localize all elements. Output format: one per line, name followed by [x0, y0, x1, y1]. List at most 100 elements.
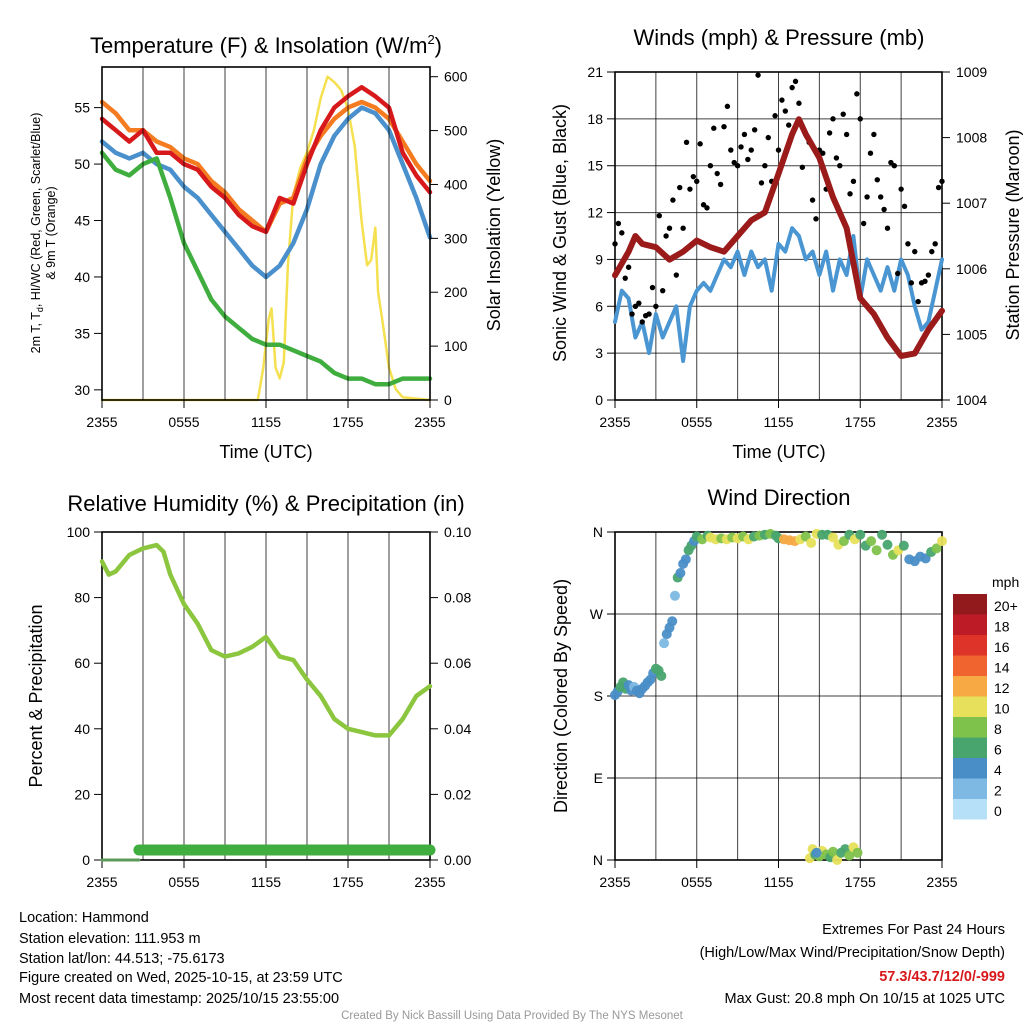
colorbar-swatch — [953, 737, 987, 758]
gust-point — [830, 116, 836, 122]
direction-point — [882, 539, 893, 550]
gust-point — [867, 150, 874, 156]
gust-point — [707, 163, 714, 169]
gust-point — [748, 147, 754, 153]
y-tick-label: 45 — [74, 213, 90, 229]
y-tick-label: 20 — [74, 786, 90, 802]
x-tick-label: 0555 — [168, 414, 199, 430]
gust-point — [700, 202, 707, 208]
y-tick-label: 30 — [74, 382, 90, 398]
gust-point — [734, 163, 741, 169]
gust-point — [813, 216, 819, 222]
colorbar-swatch — [953, 696, 987, 717]
x-tick-label: 2355 — [926, 874, 957, 890]
gust-point — [799, 164, 806, 170]
x-tick-label: 1155 — [763, 414, 793, 430]
colorbar-swatch — [953, 594, 987, 615]
gust-point — [820, 150, 826, 156]
gust-point — [881, 206, 887, 213]
y-tick-label: W — [590, 606, 604, 622]
colorbar-label: 0 — [994, 803, 1002, 819]
colorbar-label: 16 — [994, 639, 1010, 655]
gust-point — [888, 159, 894, 166]
gust-point — [762, 163, 768, 169]
y2-tick-label: 300 — [444, 230, 468, 246]
direction-point — [659, 638, 670, 649]
gust-point — [680, 225, 686, 231]
latlon-text: Station lat/lon: 44.513; -75.6173 — [19, 951, 225, 967]
created-text: Figure created on Wed, 2025-10-15, at 23… — [19, 970, 343, 986]
gust-point — [745, 156, 751, 163]
gust-point — [704, 205, 710, 211]
rh-line — [99, 542, 433, 738]
y2-tick-label: 0.00 — [444, 852, 471, 868]
y2-tick-label: 0 — [444, 392, 452, 408]
x-tick-label: 2355 — [926, 414, 957, 430]
gust-point — [711, 125, 717, 131]
insolation-line — [100, 75, 432, 402]
x-tick-label: 0555 — [168, 874, 199, 890]
x-tick-label: 2355 — [599, 414, 630, 430]
y-tick-label: N — [593, 524, 603, 540]
colorbar-swatch — [953, 717, 987, 738]
gust-point — [864, 194, 870, 200]
direction-point — [680, 554, 691, 565]
colorbar-label: 2 — [994, 783, 1002, 799]
chart-marks: 2355 0555 1155 1755 235530354045505501002003… — [67, 64, 988, 890]
gust-point — [615, 220, 622, 227]
colorbar-swatch — [953, 635, 987, 656]
gust-point — [847, 191, 853, 197]
gust-point — [694, 178, 700, 185]
y2-tick-label: 1008 — [956, 130, 987, 146]
x-tick-label: 1155 — [763, 874, 793, 890]
y2-tick-label: 1005 — [956, 326, 987, 342]
gust-point — [895, 270, 901, 277]
plot-frame — [614, 71, 943, 401]
colorbar-swatch — [953, 758, 987, 779]
recent-data-text: Most recent data timestamp: 2025/10/15 2… — [19, 991, 339, 1007]
colorbar-label: 18 — [994, 619, 1010, 635]
gust-point — [775, 147, 782, 153]
gust-point — [843, 131, 850, 138]
gust-point — [741, 131, 748, 138]
gust-point — [697, 141, 703, 147]
colorbar-swatch — [953, 778, 987, 799]
colorbar-title: mph — [992, 574, 1019, 590]
wind-chart-title: Winds (mph) & Pressure (mb) — [634, 25, 925, 50]
gust-point — [874, 177, 880, 183]
gust-point — [625, 264, 632, 270]
x-tick-label: 2355 — [414, 874, 445, 890]
gust-point — [796, 100, 802, 106]
gust-point — [922, 278, 928, 284]
colorbar-label: 14 — [994, 660, 1010, 676]
wind-y-label: Sonic Wind & Gust (Blue, Black) — [550, 104, 570, 362]
gust-point — [724, 103, 731, 110]
colorbar-swatch — [953, 655, 987, 676]
gust-point — [642, 312, 649, 319]
y2-tick-label: 0.06 — [444, 655, 471, 671]
gust-point — [656, 212, 662, 219]
gust-point — [653, 303, 659, 309]
gust-point — [649, 284, 656, 291]
gust-point — [663, 233, 669, 239]
y-tick-label: 35 — [74, 325, 90, 341]
y2-tick-label: 100 — [444, 338, 468, 354]
gust-point — [826, 130, 833, 136]
y-tick-label: 0 — [82, 852, 90, 868]
y-tick-label: E — [594, 770, 603, 786]
x-tick-label: 2355 — [414, 414, 445, 430]
gust-point — [837, 163, 843, 169]
gust-point — [782, 108, 789, 114]
gust-point — [891, 163, 898, 169]
gust-point — [687, 186, 693, 192]
colorbar-swatch — [953, 799, 987, 820]
speed-colorbar-legend: mph 20+ 18 16 14 12 10 8 6 4 2 0 — [953, 574, 1019, 820]
x-tick-label: 0555 — [681, 874, 712, 890]
rh-chart-title: Relative Humidity (%) & Precipitation (i… — [67, 491, 464, 516]
y2-tick-label: 400 — [444, 176, 468, 192]
direction-point — [669, 590, 680, 601]
x-tick-label: 1155 — [251, 874, 281, 890]
direction-y-label: Direction (Colored By Speed) — [551, 579, 571, 813]
gust-point — [901, 203, 908, 210]
y2-tick-label: 500 — [444, 123, 468, 139]
